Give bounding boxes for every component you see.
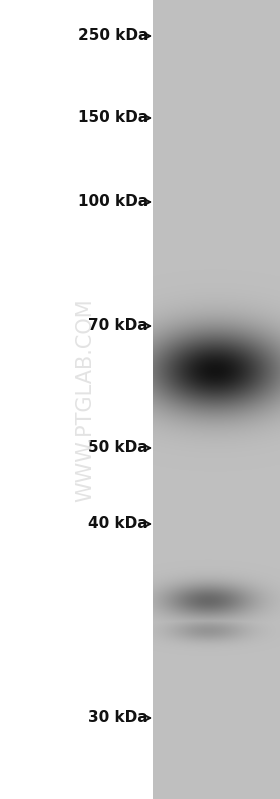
Text: WWW.PTGLAB.COM: WWW.PTGLAB.COM: [75, 298, 95, 502]
Text: 40 kDa: 40 kDa: [88, 516, 148, 531]
Text: 250 kDa: 250 kDa: [78, 29, 148, 43]
Text: 100 kDa: 100 kDa: [78, 194, 148, 209]
Text: 30 kDa: 30 kDa: [88, 710, 148, 725]
Text: 70 kDa: 70 kDa: [88, 319, 148, 333]
Text: 150 kDa: 150 kDa: [78, 110, 148, 125]
Text: 50 kDa: 50 kDa: [88, 440, 148, 455]
